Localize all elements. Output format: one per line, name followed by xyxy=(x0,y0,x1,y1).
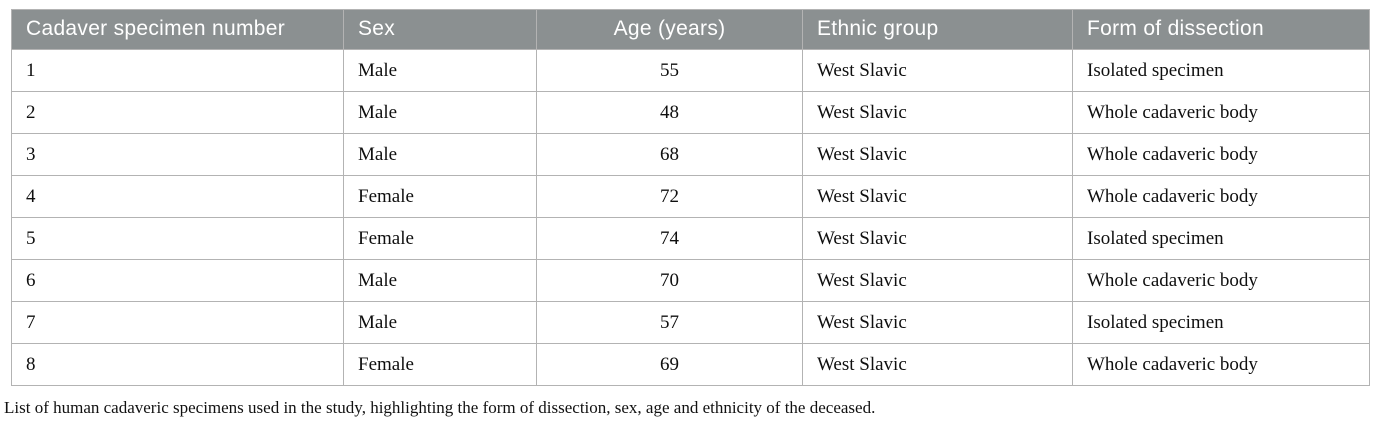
column-header-sex: Sex xyxy=(343,9,537,50)
table-header-row: Cadaver specimen number Sex Age (years) Eth… xyxy=(11,9,1370,50)
column-header-age-years: Age (years) xyxy=(536,9,803,50)
table-row-6: 6 Male 70 West Slavic Whole cadaveric body xyxy=(11,259,1370,302)
table-cell-cadaver-specimen-number: 8 xyxy=(11,343,344,386)
table-cell-cadaver-specimen-number: 1 xyxy=(11,49,344,92)
table-row-4: 4 Female 72 West Slavic Whole cadaveric body xyxy=(11,175,1370,218)
table-cell-sex: Female xyxy=(343,343,537,386)
table-figure: Cadaver specimen number Sex Age (years) Eth… xyxy=(0,9,1375,437)
table-row-8: 8 Female 69 West Slavic Whole cadaveric body xyxy=(11,343,1370,386)
table-cell-form-of-dissection: Whole cadaveric body xyxy=(1072,259,1370,302)
table-cell-sex: Male xyxy=(343,49,537,92)
table-cell-sex: Female xyxy=(343,217,537,260)
table-cell-age-years: 55 xyxy=(536,49,803,92)
column-header-form-of-dissection: Form of dissection xyxy=(1072,9,1370,50)
table-cell-ethnic-group: West Slavic xyxy=(802,49,1073,92)
table-cell-sex: Male xyxy=(343,133,537,176)
table-cell-form-of-dissection: Whole cadaveric body xyxy=(1072,91,1370,134)
table-row-5: 5 Female 74 West Slavic Isolated specimen xyxy=(11,217,1370,260)
table-caption: List of human cadaveric specimens used i… xyxy=(4,398,876,417)
table-cell-ethnic-group: West Slavic xyxy=(802,91,1073,134)
table-row-1: 1 Male 55 West Slavic Isolated specimen xyxy=(11,49,1370,92)
table-cell-form-of-dissection: Whole cadaveric body xyxy=(1072,175,1370,218)
table-cell-ethnic-group: West Slavic xyxy=(802,133,1073,176)
table-cell-age-years: 72 xyxy=(536,175,803,218)
table-body: 1 Male 55 West Slavic Isolated specimen 2 Male… xyxy=(11,49,1370,386)
table-cell-cadaver-specimen-number: 2 xyxy=(11,91,344,134)
table-cell-form-of-dissection: Whole cadaveric body xyxy=(1072,133,1370,176)
table-row-7: 7 Male 57 West Slavic Isolated specimen xyxy=(11,301,1370,344)
table-row-2: 2 Male 48 West Slavic Whole cadaveric body xyxy=(11,91,1370,134)
column-header-cadaver-specimen-number: Cadaver specimen number xyxy=(11,9,344,50)
column-header-ethnic-group: Ethnic group xyxy=(802,9,1073,50)
table-cell-sex: Male xyxy=(343,259,537,302)
specimen-table: Cadaver specimen number Sex Age (years) Eth… xyxy=(11,9,1370,386)
table-cell-age-years: 69 xyxy=(536,343,803,386)
table-cell-ethnic-group: West Slavic xyxy=(802,175,1073,218)
table-cell-form-of-dissection: Isolated specimen xyxy=(1072,217,1370,260)
table-cell-sex: Male xyxy=(343,301,537,344)
table-cell-age-years: 70 xyxy=(536,259,803,302)
table-cell-cadaver-specimen-number: 5 xyxy=(11,217,344,260)
table-cell-cadaver-specimen-number: 7 xyxy=(11,301,344,344)
table-cell-ethnic-group: West Slavic xyxy=(802,343,1073,386)
table-cell-ethnic-group: West Slavic xyxy=(802,217,1073,260)
table-row-3: 3 Male 68 West Slavic Whole cadaveric body xyxy=(11,133,1370,176)
table-cell-age-years: 57 xyxy=(536,301,803,344)
table-header: Cadaver specimen number Sex Age (years) Eth… xyxy=(11,9,1370,50)
table-cell-age-years: 74 xyxy=(536,217,803,260)
table-cell-cadaver-specimen-number: 6 xyxy=(11,259,344,302)
table-cell-age-years: 68 xyxy=(536,133,803,176)
table-cell-form-of-dissection: Whole cadaveric body xyxy=(1072,343,1370,386)
table-cell-form-of-dissection: Isolated specimen xyxy=(1072,301,1370,344)
table-cell-ethnic-group: West Slavic xyxy=(802,259,1073,302)
table-cell-ethnic-group: West Slavic xyxy=(802,301,1073,344)
table-cell-sex: Female xyxy=(343,175,537,218)
table-cell-form-of-dissection: Isolated specimen xyxy=(1072,49,1370,92)
table-cell-sex: Male xyxy=(343,91,537,134)
table-cell-age-years: 48 xyxy=(536,91,803,134)
table-cell-cadaver-specimen-number: 4 xyxy=(11,175,344,218)
table-cell-cadaver-specimen-number: 3 xyxy=(11,133,344,176)
